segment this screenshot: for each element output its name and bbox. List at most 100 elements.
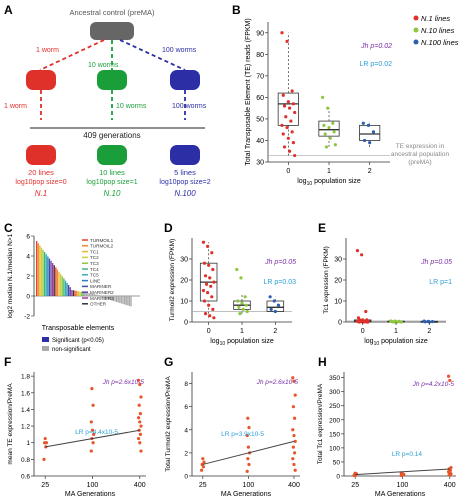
data-point	[44, 441, 49, 445]
data-point	[291, 376, 295, 380]
data-point	[208, 314, 212, 318]
c-bar	[72, 290, 75, 296]
data-point	[241, 307, 245, 311]
data-point	[138, 441, 142, 445]
data-point	[293, 393, 297, 397]
data-point	[292, 433, 296, 438]
branch-blue	[119, 39, 186, 71]
y-axis-label: Tc1 expression (FPKM)	[323, 246, 330, 314]
c-bar	[114, 296, 116, 302]
data-point	[139, 424, 143, 428]
fit-line	[202, 440, 295, 465]
data-point	[138, 432, 142, 436]
x-tick-label: 2	[273, 328, 277, 335]
data-point	[238, 312, 242, 316]
data-point	[247, 425, 251, 430]
c-bar	[93, 294, 95, 296]
annotation-jh: Jh p=0.05	[420, 259, 452, 266]
annotation-jh: Jh p=2.6x10-5	[256, 379, 299, 386]
data-point	[364, 309, 368, 314]
data-point	[239, 276, 243, 280]
data-point	[326, 106, 330, 110]
data-point	[139, 395, 143, 399]
fit-line	[45, 429, 140, 448]
data-point	[289, 119, 293, 123]
x-axis-label: log10 population size	[297, 178, 361, 187]
data-point	[246, 416, 250, 420]
c-bar	[90, 293, 92, 296]
c-bar	[45, 254, 47, 296]
c-bar	[64, 280, 67, 296]
c-te-label: TC2	[90, 255, 99, 260]
box	[277, 92, 299, 126]
data-point	[211, 307, 215, 311]
data-point	[89, 420, 93, 424]
c-bar	[40, 247, 43, 296]
c-bar	[122, 296, 124, 304]
data-point	[236, 299, 240, 303]
node-green-1	[97, 70, 127, 90]
y-tick-label: 70	[256, 73, 264, 80]
y-tick-label: 40	[256, 138, 264, 145]
c-bar	[100, 296, 102, 297]
legend-c-ns-label: non-significant	[52, 347, 91, 353]
c-bar	[98, 295, 100, 296]
group-red-count: 20 lines	[28, 168, 54, 177]
data-point	[291, 445, 296, 449]
chart-e: 0 10 20 30 0 1 2 Tc1 expression (FPKM) log10 pop…	[323, 238, 452, 347]
data-point	[290, 89, 294, 93]
legend-c-te: TURMOIL1TURMOIL2TC1TC2TC3TC4TC5LINEMARIN…	[82, 238, 114, 307]
data-point	[292, 462, 296, 467]
data-point	[206, 291, 210, 295]
c-bar	[119, 296, 121, 303]
y-tick-label: 10	[180, 299, 188, 306]
x-tick-label: 100	[243, 482, 255, 489]
y-tick-label: 6	[184, 404, 188, 411]
data-point	[293, 468, 297, 472]
worm-label-3: 100 worms	[162, 47, 197, 54]
te-note: TE expression in ancestral population (pre…	[391, 143, 450, 166]
c-te-label: TC5	[90, 273, 99, 278]
node-blue-1	[170, 70, 200, 90]
data-point	[430, 319, 435, 324]
c-y-tick-label: 0	[26, 294, 30, 301]
panel-label-f: F	[4, 355, 11, 369]
y-tick-label: 300	[329, 389, 340, 396]
data-point	[244, 303, 248, 307]
y-tick-label: 0.8	[21, 457, 30, 464]
chart-f: 0.6 0.8 1 1.2 1.4 1.6 1.8 25 100 400 mean TE expre…	[7, 372, 146, 498]
data-point	[357, 320, 362, 324]
data-point	[276, 303, 281, 307]
y-axis-label: Turmoil2 expression (FPKM)	[169, 239, 176, 321]
y-tick-label: 50	[256, 116, 264, 123]
data-point	[207, 303, 211, 307]
c-y-tick-label: 2	[26, 274, 30, 281]
data-point	[284, 115, 288, 119]
legend-b-label-2: N.10 lines	[421, 26, 455, 35]
data-point	[448, 378, 452, 383]
c-bar	[47, 256, 49, 296]
data-point	[237, 305, 241, 309]
c-bar	[74, 290, 76, 296]
data-point	[246, 457, 250, 461]
data-point	[201, 288, 206, 293]
data-point	[201, 457, 205, 461]
diagram-a: Ancestral control (preMA) 1 worm 10 worm…	[4, 8, 211, 198]
y-tick-label: 1.4	[21, 407, 30, 414]
x-tick-label: 400	[288, 482, 300, 489]
data-point	[245, 309, 249, 314]
data-point	[366, 320, 370, 324]
data-point	[446, 374, 451, 378]
data-point	[293, 416, 297, 420]
c-bar	[42, 249, 44, 296]
c-bar	[79, 291, 81, 296]
annotation-lr: LR p=4.4x10-5	[75, 429, 118, 436]
data-point	[269, 307, 273, 311]
data-point	[353, 471, 357, 475]
y-tick-label: 1.8	[21, 374, 30, 381]
data-point	[136, 416, 141, 420]
group-blue-pop: log10pop size=2	[159, 179, 210, 186]
y-tick-label: 90	[256, 30, 264, 37]
legend-b-dot-1	[413, 15, 419, 21]
x-tick-label: 2	[427, 328, 431, 335]
